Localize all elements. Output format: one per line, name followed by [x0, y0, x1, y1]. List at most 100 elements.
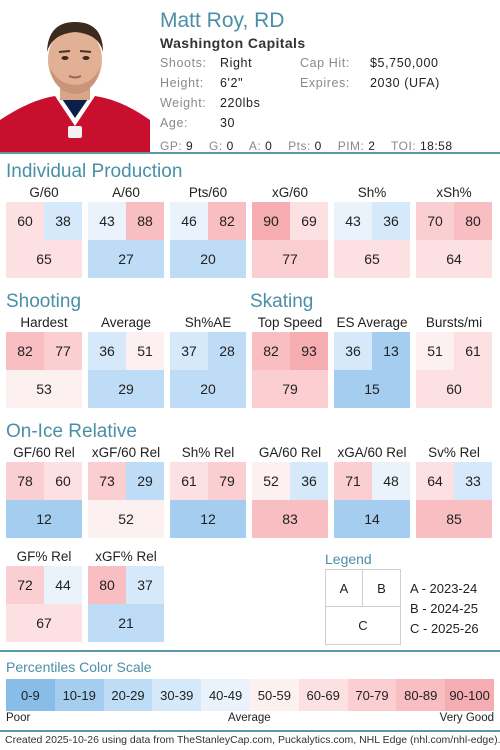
ga60-rel-2025-26: 83 [252, 500, 328, 538]
height-info: Height: 6'2" [160, 76, 243, 90]
sh-pct-ae-label: Sh%AE [184, 315, 232, 330]
pts60-2023-24: 46 [170, 202, 208, 240]
player-header: Matt Roy, RD Washington Capitals Shoots:… [0, 0, 500, 153]
sv-pct-rel-2023-24: 64 [416, 462, 454, 500]
average-shot-2024-25: 51 [126, 332, 164, 370]
legend-box: A B C [325, 569, 401, 645]
weight-label: Weight: [160, 96, 207, 110]
sh-pct-rel-label: Sh% Rel [181, 445, 235, 460]
height-label: Height: [160, 76, 204, 90]
expires-label: Expires: [300, 76, 350, 90]
shoots-label: Shoots: [160, 56, 207, 70]
a-value: 0 [265, 139, 273, 153]
pts-value: 0 [314, 139, 322, 153]
pts60-label: Pts/60 [188, 185, 228, 200]
gf-pct-rel-box: 72 44 67 [6, 566, 82, 642]
xga60-rel-2023-24: 71 [334, 462, 372, 500]
a60-2024-25: 88 [126, 202, 164, 240]
g60-2023-24: 60 [6, 202, 44, 240]
cap-hit-label: Cap Hit: [300, 56, 350, 70]
xg60-2025-26: 77 [252, 240, 328, 278]
xsh-pct-box: 70 80 64 [416, 202, 492, 278]
xgf-pct-rel-label: xGF% Rel [95, 549, 157, 564]
top-speed-box: 82 93 79 [252, 332, 328, 408]
sh-pct-rel-2025-26: 12 [170, 500, 246, 538]
g60-label: G/60 [29, 185, 59, 200]
xg60-2024-25: 69 [290, 202, 328, 240]
average-shot-2023-24: 36 [88, 332, 126, 370]
a60-box: 43 88 27 [88, 202, 164, 278]
top-speed-2025-26: 79 [252, 370, 328, 408]
shoots-info: Shoots: Right [160, 56, 252, 70]
player-headshot-image [0, 8, 150, 152]
xsh-pct-2025-26: 64 [416, 240, 492, 278]
xg60-box: 90 69 77 [252, 202, 328, 278]
legend-c-season: C - 2025-26 [410, 621, 479, 636]
hardest-shot-box: 82 77 53 [6, 332, 82, 408]
gf-pct-rel-2023-24: 72 [6, 566, 44, 604]
gf60-rel-box: 78 60 12 [6, 462, 82, 538]
legend-cell-b: B [363, 570, 400, 607]
top-speed-2023-24: 82 [252, 332, 290, 370]
gf60-rel-2023-24: 78 [6, 462, 44, 500]
scale-segment: 70-79 [347, 679, 397, 711]
scale-average-label: Average [228, 712, 271, 724]
age-info: Age: 30 [160, 116, 235, 130]
pts-label: Pts: [288, 139, 311, 153]
xga60-rel-2024-25: 48 [372, 462, 410, 500]
xgf60-rel-box: 73 29 52 [88, 462, 164, 538]
average-shot-label: Average [100, 315, 152, 330]
pts60-box: 46 82 20 [170, 202, 246, 278]
hardest-shot-2024-25: 77 [44, 332, 82, 370]
player-team: Washington Capitals [160, 35, 306, 51]
footer-credit: Created 2025-10-26 using data from TheSt… [5, 734, 500, 746]
toi-label: TOI: [391, 139, 417, 153]
legend-cell-c: C [358, 618, 368, 633]
skating-title: Skating [250, 291, 314, 312]
percentile-color-scale: 0-9 10-19 20-29 30-39 40-49 50-59 60-69 70-79 80… [6, 679, 494, 711]
gf-pct-rel-label: GF% Rel [16, 549, 72, 564]
hardest-shot-2023-24: 82 [6, 332, 44, 370]
xgf60-rel-2023-24: 73 [88, 462, 126, 500]
xga60-rel-2025-26: 14 [334, 500, 410, 538]
g60-2025-26: 65 [6, 240, 82, 278]
es-average-box: 36 13 15 [334, 332, 410, 408]
pts60-2024-25: 82 [208, 202, 246, 240]
season-stat-line: GP: 9 G: 0 A: 0 Pts: 0 PIM: 2 TOI: 18:58 [160, 139, 465, 153]
g60-box: 60 38 65 [6, 202, 82, 278]
scale-segment: 20-29 [103, 679, 153, 711]
sh-pct-ae-2024-25: 28 [208, 332, 246, 370]
sh-pct-2024-25: 36 [372, 202, 410, 240]
scale-poor-label: Poor [6, 712, 31, 724]
xgf60-rel-label: xGF/60 Rel [91, 445, 161, 460]
g60-2024-25: 38 [44, 202, 82, 240]
xga60-rel-label: xGA/60 Rel [337, 445, 407, 460]
on-ice-relative-title: On-Ice Relative [6, 421, 137, 442]
ga60-rel-2024-25: 36 [290, 462, 328, 500]
pts60-2025-26: 20 [170, 240, 246, 278]
xgf-pct-rel-2023-24: 80 [88, 566, 126, 604]
bursts-per-mile-2023-24: 51 [416, 332, 454, 370]
es-average-2023-24: 36 [334, 332, 372, 370]
gf-pct-rel-2024-25: 44 [44, 566, 82, 604]
es-average-2024-25: 13 [372, 332, 410, 370]
player-name: Matt Roy, RD [160, 9, 285, 32]
pim-value: 2 [368, 139, 376, 153]
xg60-label: xG/60 [271, 185, 309, 200]
g-value: 0 [226, 139, 234, 153]
a60-label: A/60 [112, 185, 140, 200]
gf-pct-rel-2025-26: 67 [6, 604, 82, 642]
weight-value: 220lbs [220, 96, 261, 110]
legend-b-season: B - 2024-25 [410, 601, 478, 616]
individual-production-title: Individual Production [6, 161, 183, 182]
weight-info: Weight: 220lbs [160, 96, 260, 110]
g-label: G: [209, 139, 223, 153]
gp-label: GP: [160, 139, 183, 153]
player-photo [0, 8, 150, 152]
scale-very-good-label: Very Good [439, 712, 494, 724]
ga60-rel-label: GA/60 Rel [258, 445, 322, 460]
age-value: 30 [220, 116, 236, 130]
pim-label: PIM: [337, 139, 365, 153]
sv-pct-rel-label: Sv% Rel [428, 445, 480, 460]
footer-divider [0, 730, 500, 732]
